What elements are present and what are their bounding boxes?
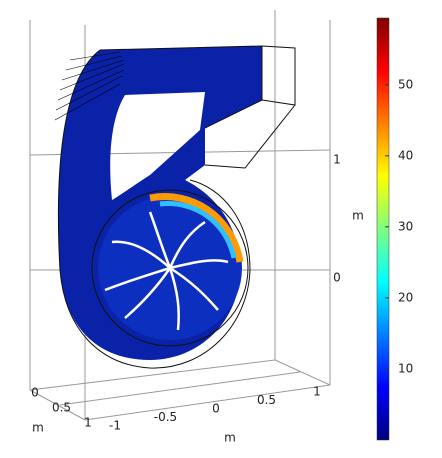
x-axis-title: m xyxy=(224,431,236,445)
z-tick-label: 1 xyxy=(333,153,341,167)
z-tick-label: 0 xyxy=(333,271,341,285)
z-axis-title: m xyxy=(352,209,364,223)
fan-geometry xyxy=(55,46,295,368)
x-tick-label: 0 xyxy=(212,402,220,416)
colorbar-tick-label: 40 xyxy=(398,148,413,162)
y-tick-label: 0 xyxy=(31,386,39,400)
colorbar-tick-label: 20 xyxy=(398,290,413,304)
colorbar-tick-label: 10 xyxy=(398,361,413,375)
colorbar-tick-label: 30 xyxy=(398,219,413,233)
colorbar-tick-label: 50 xyxy=(398,77,413,91)
x-tick-label: -1 xyxy=(109,419,121,433)
y-axis-title: m xyxy=(32,421,44,435)
x-tick-label: -0.5 xyxy=(154,410,177,424)
colorbar xyxy=(377,18,389,440)
x-tick-label: 1 xyxy=(313,385,321,399)
chart: m m m 1020304050-1-0.500.5100.5101 xyxy=(0,0,442,458)
x-tick-label: 0.5 xyxy=(257,393,276,407)
y-tick-label: 0.5 xyxy=(52,401,71,415)
y-tick-label: 1 xyxy=(84,416,92,430)
